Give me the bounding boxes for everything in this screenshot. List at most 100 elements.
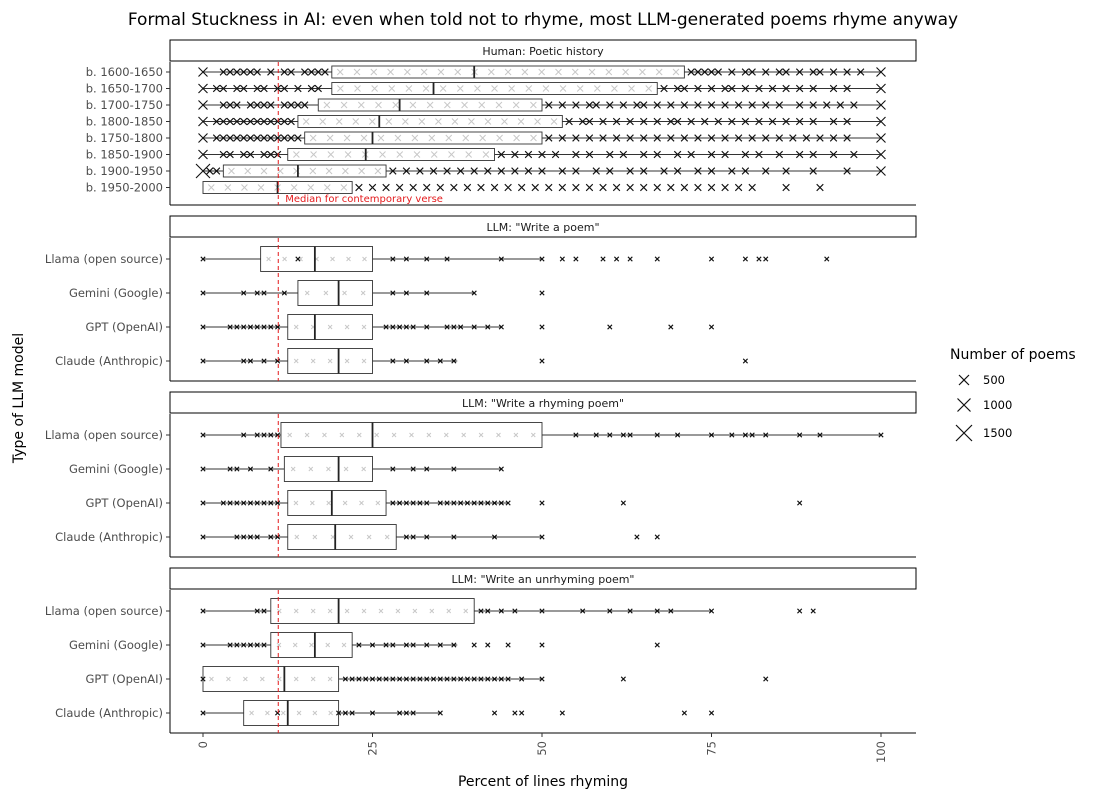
inner-point <box>559 85 567 92</box>
data-point <box>261 358 267 364</box>
data-point <box>701 68 709 76</box>
inner-point <box>359 500 364 506</box>
inner-point <box>550 118 558 125</box>
data-point <box>653 183 661 192</box>
data-point <box>247 500 254 506</box>
data-point <box>234 324 240 330</box>
data-point <box>274 358 281 364</box>
inner-point <box>335 118 343 125</box>
data-point <box>227 324 233 330</box>
data-point <box>268 324 274 330</box>
data-point <box>342 676 348 682</box>
data-point <box>728 117 736 126</box>
data-point <box>294 101 302 109</box>
inner-point <box>501 118 508 125</box>
data-point <box>627 608 633 614</box>
data-point <box>505 500 511 506</box>
data-point <box>451 500 457 506</box>
data-point <box>498 324 504 330</box>
inner-point <box>344 358 350 364</box>
legend-label: 1000 <box>983 398 1012 412</box>
data-point <box>680 101 689 109</box>
data-point <box>749 432 755 438</box>
data-point <box>424 358 430 364</box>
inner-point <box>343 466 349 472</box>
chart-title: Formal Stuckness in AI: even when told n… <box>128 10 958 30</box>
inner-point <box>330 534 336 540</box>
inner-point <box>342 290 347 296</box>
data-point <box>809 167 817 175</box>
inner-point <box>325 642 331 648</box>
inner-point <box>362 256 367 262</box>
data-point <box>843 84 851 93</box>
data-point <box>748 101 756 109</box>
data-point <box>234 466 240 472</box>
inner-point <box>487 68 495 76</box>
data-point <box>424 534 430 540</box>
data-point <box>273 117 282 126</box>
data-point <box>287 117 295 126</box>
data-point <box>485 500 491 506</box>
y-tick-label: GPT (OpenAI) <box>86 496 163 510</box>
data-point <box>239 134 248 142</box>
data-point <box>795 84 804 93</box>
data-point <box>756 256 762 262</box>
inner-point <box>530 101 537 109</box>
inner-point <box>310 151 317 158</box>
inner-point <box>392 101 400 109</box>
data-point <box>878 432 884 438</box>
data-point <box>280 68 289 76</box>
data-point <box>612 134 621 142</box>
data-point <box>253 68 261 76</box>
data-point <box>640 101 648 109</box>
data-point <box>512 710 518 716</box>
data-point <box>741 84 750 93</box>
data-point <box>578 117 587 126</box>
data-point <box>241 500 247 506</box>
inner-point <box>445 134 453 142</box>
iqr-box <box>202 666 340 692</box>
data-point <box>741 68 750 76</box>
data-point <box>829 134 838 142</box>
data-point <box>491 676 498 682</box>
data-point <box>239 84 248 93</box>
legend-title: Number of poems <box>950 347 1076 363</box>
data-point <box>280 84 289 93</box>
data-point <box>390 256 396 262</box>
data-point <box>817 432 823 438</box>
data-point <box>708 432 715 438</box>
data-point <box>295 256 301 262</box>
data-point <box>654 534 660 540</box>
data-point <box>626 183 634 192</box>
panel-strip-title: LLM: "Write an unrhyming poem" <box>452 573 635 586</box>
y-tick-label: b. 1900-1950 <box>86 164 163 178</box>
data-point <box>816 183 824 192</box>
data-point <box>504 183 512 192</box>
data-point <box>254 290 260 296</box>
data-point <box>369 676 376 682</box>
panel-strip <box>169 391 917 414</box>
data-point <box>606 150 614 159</box>
data-point <box>721 150 729 159</box>
x-axis-title: Percent of lines rhyming <box>458 774 628 790</box>
data-point <box>416 167 424 175</box>
data-point <box>417 676 423 682</box>
data-point <box>701 117 709 126</box>
y-tick-label: b. 1950-2000 <box>86 181 163 195</box>
data-point <box>538 167 546 175</box>
data-point <box>694 134 702 142</box>
data-point <box>545 183 553 192</box>
data-point <box>606 101 614 109</box>
data-point <box>599 183 607 192</box>
data-point <box>254 608 260 614</box>
data-point <box>762 134 770 142</box>
box-group: b. 1750-1800 <box>86 131 886 145</box>
data-point <box>748 183 756 192</box>
data-point <box>836 101 845 109</box>
data-point <box>409 183 417 192</box>
inner-point <box>293 358 299 364</box>
inner-point <box>396 151 404 158</box>
data-point <box>843 117 851 126</box>
inner-point <box>310 358 316 364</box>
data-point <box>565 117 573 126</box>
